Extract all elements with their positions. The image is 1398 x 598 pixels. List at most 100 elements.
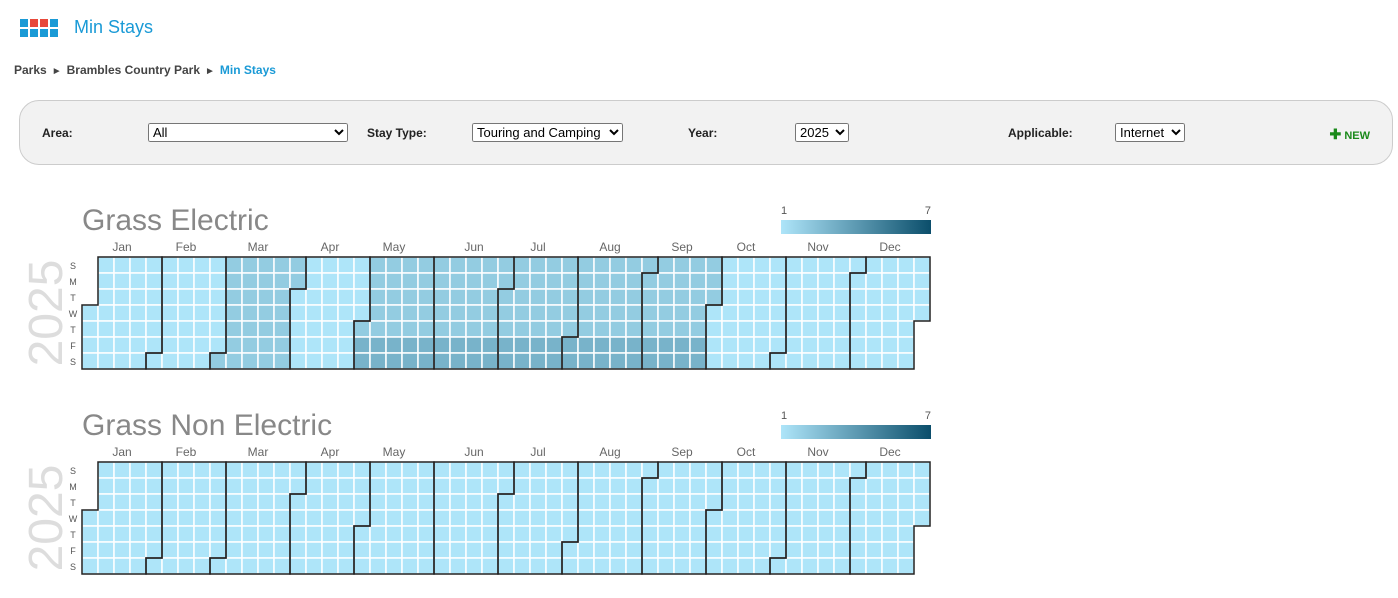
applicable-select[interactable]: Internet bbox=[1115, 123, 1185, 142]
stay-type-select[interactable]: Touring and Camping bbox=[472, 123, 623, 142]
chart-title: Grass Electric bbox=[82, 204, 269, 237]
day-cell bbox=[849, 557, 867, 575]
day-cell bbox=[833, 288, 851, 306]
day-cell bbox=[177, 477, 195, 495]
weekday-label: T bbox=[70, 325, 76, 335]
day-cell bbox=[673, 525, 691, 543]
day-cell bbox=[145, 272, 163, 290]
day-cell bbox=[273, 493, 291, 511]
day-cell bbox=[529, 541, 547, 559]
day-cell bbox=[657, 557, 675, 575]
day-cell bbox=[481, 541, 499, 559]
day-cell bbox=[161, 272, 179, 290]
day-cell bbox=[705, 272, 723, 290]
day-cell bbox=[385, 272, 403, 290]
legend-min: 1 bbox=[781, 205, 787, 217]
day-cell bbox=[529, 493, 547, 511]
day-cell bbox=[353, 477, 371, 495]
day-cell bbox=[305, 477, 323, 495]
day-cell bbox=[353, 336, 371, 354]
day-cell bbox=[241, 320, 259, 338]
day-cell bbox=[385, 336, 403, 354]
day-cell bbox=[657, 525, 675, 543]
day-cell bbox=[529, 461, 547, 479]
day-cell bbox=[897, 477, 915, 495]
day-cell bbox=[305, 493, 323, 511]
day-cell bbox=[785, 525, 803, 543]
crumb[interactable]: Parks bbox=[14, 63, 47, 77]
app-icon bbox=[20, 19, 60, 44]
day-cell bbox=[657, 509, 675, 527]
day-cell bbox=[849, 272, 867, 290]
day-cell bbox=[737, 509, 755, 527]
day-cell bbox=[881, 461, 899, 479]
filter-label: Year: bbox=[688, 126, 718, 140]
day-cell bbox=[737, 525, 755, 543]
day-cell bbox=[273, 477, 291, 495]
crumb[interactable]: Brambles Country Park bbox=[66, 63, 200, 77]
day-cell bbox=[769, 557, 787, 575]
day-cell bbox=[865, 336, 883, 354]
day-cell bbox=[241, 288, 259, 306]
day-cell bbox=[497, 557, 515, 575]
day-cell bbox=[401, 272, 419, 290]
day-cell bbox=[385, 256, 403, 274]
day-cell bbox=[545, 352, 563, 370]
weekday-label: W bbox=[69, 309, 78, 319]
day-cell bbox=[177, 557, 195, 575]
day-cell bbox=[785, 336, 803, 354]
day-cell bbox=[145, 288, 163, 306]
day-cell bbox=[81, 352, 99, 370]
year-select[interactable]: 2025 bbox=[795, 123, 849, 142]
day-cell bbox=[257, 461, 275, 479]
day-cell bbox=[673, 256, 691, 274]
day-cell bbox=[449, 256, 467, 274]
day-cell bbox=[513, 541, 531, 559]
day-cell bbox=[513, 288, 531, 306]
weekday-label: S bbox=[70, 261, 76, 271]
day-cell bbox=[785, 509, 803, 527]
day-cell bbox=[161, 304, 179, 322]
day-cell bbox=[129, 525, 147, 543]
filter-label: Applicable: bbox=[1008, 126, 1073, 140]
area-select[interactable]: All bbox=[148, 123, 348, 142]
day-cell bbox=[529, 352, 547, 370]
day-cell bbox=[193, 525, 211, 543]
legend-max: 7 bbox=[925, 205, 931, 217]
day-cell bbox=[625, 288, 643, 306]
day-cell bbox=[289, 477, 307, 495]
day-cell bbox=[657, 352, 675, 370]
day-cell bbox=[177, 461, 195, 479]
day-cell bbox=[193, 272, 211, 290]
day-cell bbox=[113, 336, 131, 354]
day-cell bbox=[385, 304, 403, 322]
day-cell bbox=[897, 352, 915, 370]
day-cell bbox=[769, 256, 787, 274]
day-cell bbox=[177, 493, 195, 511]
day-cell bbox=[289, 461, 307, 479]
day-cell bbox=[161, 509, 179, 527]
day-cell bbox=[481, 336, 499, 354]
day-cell bbox=[321, 320, 339, 338]
day-cell bbox=[801, 493, 819, 511]
day-cell bbox=[513, 525, 531, 543]
day-cell bbox=[753, 525, 771, 543]
day-cell bbox=[721, 493, 739, 511]
day-cell bbox=[369, 461, 387, 479]
day-cell bbox=[801, 320, 819, 338]
day-cell bbox=[417, 509, 435, 527]
day-cell bbox=[753, 288, 771, 306]
new-button[interactable]: ✚ NEW bbox=[1329, 126, 1370, 142]
day-cell bbox=[209, 352, 227, 370]
day-cell bbox=[481, 256, 499, 274]
day-cell bbox=[849, 336, 867, 354]
day-cell bbox=[241, 525, 259, 543]
day-cell bbox=[225, 557, 243, 575]
legend-min: 1 bbox=[781, 410, 787, 422]
day-cell bbox=[561, 557, 579, 575]
new-label[interactable]: NEW bbox=[1344, 130, 1370, 142]
month-label: Apr bbox=[321, 445, 340, 459]
day-cell bbox=[657, 461, 675, 479]
day-cell bbox=[897, 272, 915, 290]
day-cell bbox=[481, 288, 499, 306]
